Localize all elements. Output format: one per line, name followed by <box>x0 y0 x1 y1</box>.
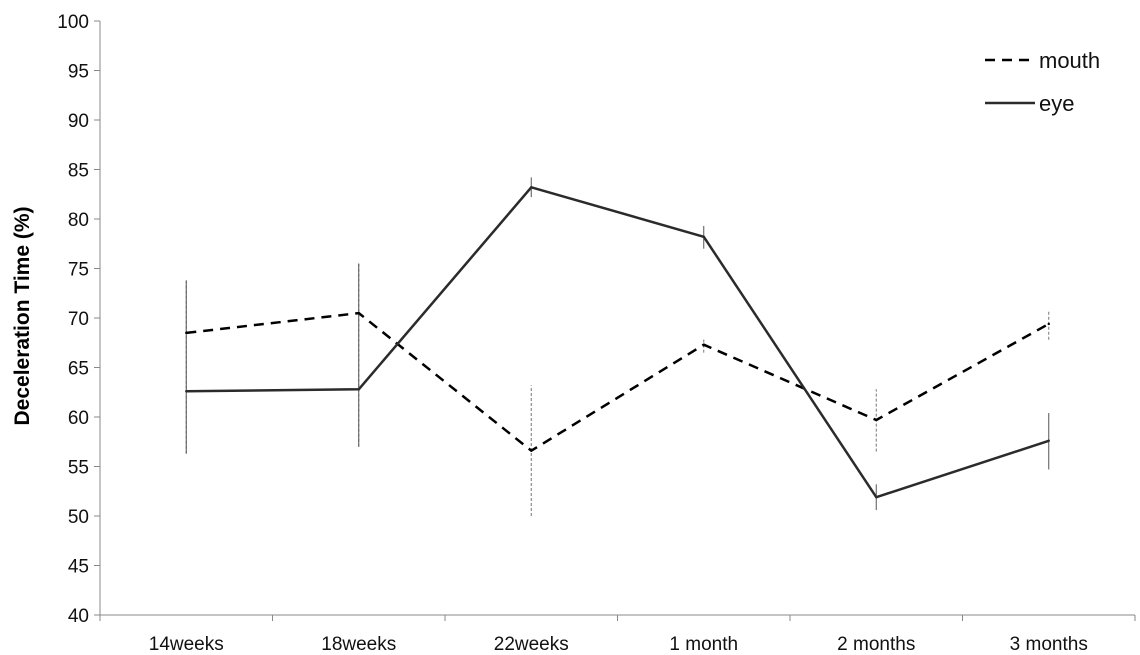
y-tick-label: 85 <box>68 161 89 182</box>
y-tick-label: 55 <box>68 458 89 479</box>
data-point-mouth <box>702 343 705 346</box>
data-point-eye <box>530 186 533 189</box>
y-tick-label: 90 <box>68 111 89 132</box>
x-tick-label: 3 months <box>1010 634 1088 655</box>
series-line-eye <box>186 186 1050 499</box>
data-point-mouth <box>1047 322 1050 326</box>
data-point-eye <box>1047 439 1050 442</box>
data-point-eye <box>875 495 878 499</box>
data-point-eye <box>702 235 705 239</box>
series-line-mouth <box>186 311 1050 452</box>
y-axis-title: Deceleration Time (%) <box>11 206 34 425</box>
y-tick-label: 65 <box>68 359 89 380</box>
x-tick-label: 14weeks <box>149 634 224 655</box>
legend-label-mouth: mouth <box>1039 48 1100 73</box>
x-tick-label: 2 months <box>837 634 915 655</box>
y-tick-label: 80 <box>68 210 89 231</box>
axes <box>94 20 1136 621</box>
y-tick-label: 60 <box>68 408 89 429</box>
data-point-mouth <box>357 311 360 315</box>
y-tick-label: 75 <box>68 260 89 281</box>
data-point-eye <box>357 388 360 391</box>
data-point-mouth <box>875 418 878 422</box>
y-tick-label: 95 <box>68 62 89 83</box>
data-point-mouth <box>185 331 188 335</box>
data-point-eye <box>185 390 188 393</box>
legend: mouth eye <box>985 48 1100 116</box>
y-tick-label: 50 <box>68 507 89 528</box>
y-tick-label: 70 <box>68 309 89 330</box>
x-tick-label: 18weeks <box>321 634 396 655</box>
error-bars <box>185 177 1050 516</box>
y-tick-label: 40 <box>68 606 89 627</box>
x-tick-label: 22weeks <box>494 634 569 655</box>
x-tick-labels: 14weeks 18weeks 22weeks 1 month 2 months 3 mo… <box>149 634 1088 655</box>
y-tick-label: 45 <box>68 557 89 578</box>
series-lines <box>185 186 1050 499</box>
legend-label-eye: eye <box>1039 91 1074 116</box>
x-tick-label: 1 month <box>669 634 738 655</box>
data-point-mouth <box>530 449 533 452</box>
y-tick-labels: 40 45 50 55 60 65 70 75 80 85 90 95 100 <box>57 12 89 627</box>
y-tick-label: 100 <box>57 12 89 33</box>
